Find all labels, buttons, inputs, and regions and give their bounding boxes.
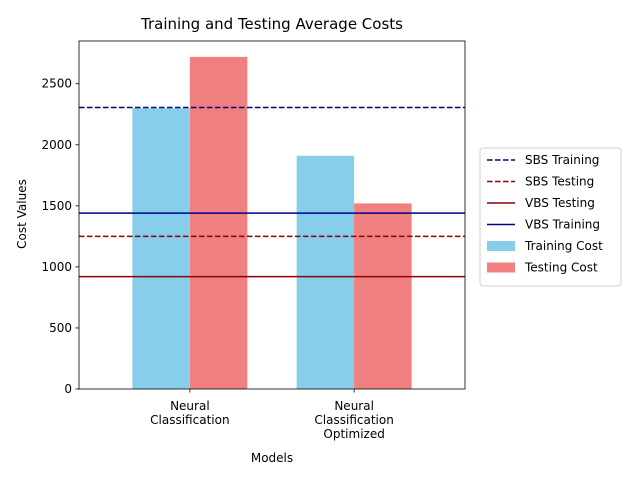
y-tick-label: 500	[49, 321, 72, 335]
legend-label-sbs-testing: SBS Testing	[525, 175, 594, 189]
legend-label-vbs-training: VBS Training	[525, 218, 600, 232]
legend-label-sbs-training: SBS Training	[525, 153, 599, 167]
bar-testing-cost-1	[354, 203, 412, 389]
y-tick-label: 2000	[41, 138, 72, 152]
axes: 0 500 1000 1500 2000 2500 Neural Classification…	[41, 40, 466, 441]
legend-label-vbs-testing: VBS Testing	[525, 196, 595, 210]
y-tick-label: 2500	[41, 77, 72, 91]
bar-testing-cost-0	[189, 56, 248, 389]
legend-marker-testing-cost	[487, 262, 515, 273]
legend-label-training-cost: Training Cost	[524, 239, 603, 253]
chart-title: Training and Testing Average Costs	[140, 15, 403, 33]
plot-area	[79, 56, 465, 389]
legend: SBS Training SBS Testing VBS Testing VBS Tr…	[479, 147, 622, 287]
bar-training-cost-1	[296, 155, 355, 389]
y-axis-label: Cost Values	[15, 179, 29, 249]
legend-marker-training-cost	[487, 241, 515, 251]
bar-training-cost-0	[132, 108, 190, 389]
y-tick-label: 1500	[41, 199, 72, 213]
y-tick-label: 0	[64, 382, 72, 396]
legend-label-testing-cost: Testing Cost	[524, 261, 598, 275]
legend-box	[479, 147, 622, 287]
y-tick-label: 1000	[41, 260, 72, 274]
axes-frame	[78, 40, 466, 390]
x-tick-label: Neural Classification Optimized	[314, 399, 393, 441]
x-tick-label: Neural Classification	[150, 399, 229, 427]
x-axis-label: Models	[251, 451, 293, 465]
